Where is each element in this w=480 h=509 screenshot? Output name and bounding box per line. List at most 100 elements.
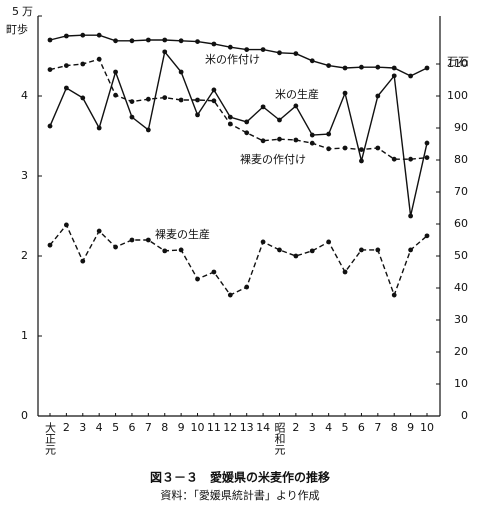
x-tick-label: 5 bbox=[342, 421, 349, 434]
y2-tick-label: 30 bbox=[454, 313, 468, 326]
point bbox=[326, 63, 332, 68]
series-line bbox=[49, 34, 428, 77]
point bbox=[162, 95, 168, 100]
point bbox=[375, 64, 381, 70]
point bbox=[359, 158, 364, 164]
x-tick-label: 5 bbox=[112, 421, 119, 434]
point bbox=[47, 123, 53, 129]
x-tick-label: 6 bbox=[358, 421, 365, 434]
x-tick-label: 7 bbox=[145, 421, 152, 434]
y-tick-label: 1 bbox=[21, 329, 28, 342]
point bbox=[63, 33, 69, 39]
point bbox=[391, 73, 397, 79]
point bbox=[424, 233, 430, 239]
y2-tick-label: 0 bbox=[461, 409, 468, 422]
point bbox=[211, 41, 217, 47]
y2-tick-label: 40 bbox=[454, 281, 468, 294]
point bbox=[408, 213, 414, 219]
point bbox=[178, 38, 184, 44]
point bbox=[178, 97, 184, 103]
point bbox=[277, 50, 282, 56]
point bbox=[47, 37, 53, 43]
point bbox=[63, 85, 69, 91]
point bbox=[424, 155, 430, 161]
x-tick-label: 4 bbox=[96, 421, 103, 434]
point bbox=[211, 269, 217, 275]
point bbox=[178, 69, 184, 75]
y-tick-label: 3 bbox=[21, 169, 28, 182]
point bbox=[145, 237, 151, 243]
point bbox=[260, 104, 266, 110]
point bbox=[408, 247, 414, 253]
point bbox=[47, 242, 53, 248]
y2-tick-label: 60 bbox=[454, 217, 468, 230]
point bbox=[342, 65, 348, 71]
point bbox=[359, 64, 364, 70]
point bbox=[145, 37, 151, 43]
x-tick-label: 11 bbox=[207, 421, 221, 434]
point bbox=[244, 119, 250, 125]
point bbox=[162, 37, 168, 43]
x-tick-label: 昭和元 bbox=[273, 422, 286, 455]
point bbox=[80, 258, 86, 264]
chart-subtitle: 資料：「愛媛県統計書」より作成 bbox=[160, 488, 319, 502]
x-tick-label: 9 bbox=[178, 421, 185, 434]
point bbox=[293, 137, 299, 143]
point bbox=[63, 222, 69, 228]
point bbox=[195, 39, 200, 44]
point bbox=[96, 32, 102, 38]
point bbox=[195, 97, 200, 103]
point bbox=[293, 51, 299, 56]
point bbox=[424, 140, 430, 146]
y-tick-label: 0 bbox=[21, 409, 28, 422]
y2-unit: 万石 bbox=[447, 55, 469, 68]
point bbox=[195, 112, 200, 118]
point bbox=[96, 125, 102, 131]
x-tick-label: 9 bbox=[407, 421, 414, 434]
x-tick-label: 12 bbox=[223, 421, 237, 434]
point bbox=[260, 47, 266, 52]
point bbox=[293, 253, 299, 259]
point bbox=[227, 121, 233, 127]
series-line bbox=[49, 223, 428, 298]
point bbox=[309, 58, 315, 64]
point bbox=[80, 32, 86, 38]
point bbox=[326, 146, 332, 152]
x-tick-label: 7 bbox=[374, 421, 381, 434]
chart-title: 図３－３ 愛媛県の米麦作の推移 bbox=[150, 470, 330, 485]
point bbox=[342, 90, 348, 96]
point bbox=[277, 136, 282, 142]
point bbox=[129, 114, 135, 120]
point bbox=[359, 247, 364, 253]
point bbox=[408, 73, 414, 79]
x-tick-label: 10 bbox=[420, 421, 434, 434]
y2-tick-label: 50 bbox=[454, 249, 468, 262]
point bbox=[244, 47, 250, 52]
point bbox=[211, 98, 217, 104]
y2-tick-label: 80 bbox=[454, 153, 468, 166]
point bbox=[162, 49, 168, 55]
point bbox=[195, 276, 200, 282]
x-tick-label: 8 bbox=[391, 421, 398, 434]
point bbox=[129, 99, 135, 104]
point bbox=[375, 93, 381, 99]
x-tick-label: 2 bbox=[63, 421, 70, 434]
point bbox=[211, 87, 217, 93]
point bbox=[342, 145, 348, 151]
point bbox=[145, 96, 151, 102]
point bbox=[260, 239, 266, 245]
point bbox=[408, 156, 414, 162]
point bbox=[178, 247, 184, 253]
point bbox=[47, 67, 53, 72]
x-tick-label: 3 bbox=[79, 421, 86, 434]
point bbox=[113, 69, 118, 75]
y2-tick-label: 10 bbox=[454, 377, 468, 390]
point bbox=[96, 56, 102, 62]
x-tick-label: 10 bbox=[191, 421, 205, 434]
point bbox=[424, 65, 430, 71]
series-line bbox=[49, 50, 428, 217]
series-label: 裸麦の作付け bbox=[240, 152, 306, 166]
point bbox=[260, 138, 266, 144]
point bbox=[277, 247, 282, 253]
